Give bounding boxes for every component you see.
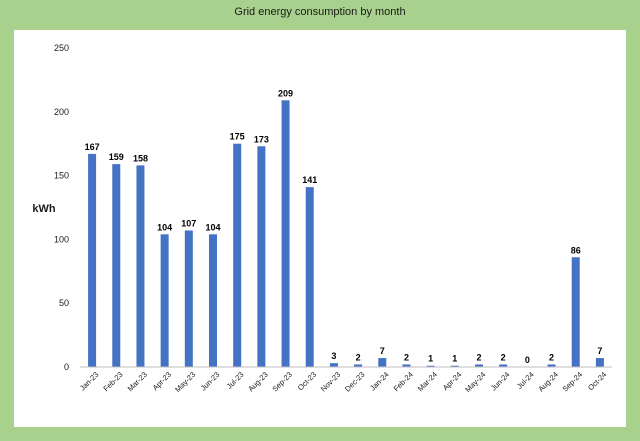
bars: [88, 100, 604, 367]
bar: [209, 234, 217, 367]
chart-title: Grid energy consumption by month: [234, 6, 405, 18]
y-axis-ticks: 0 50 100 150 200 250: [54, 43, 69, 372]
data-label: 141: [302, 175, 317, 185]
data-label: 7: [597, 346, 602, 356]
bar: [112, 164, 121, 367]
bar: [402, 364, 411, 367]
data-label: 1: [452, 354, 457, 364]
data-label: 159: [109, 152, 124, 162]
data-label: 173: [254, 134, 269, 144]
data-label: 104: [205, 222, 220, 232]
bar: [547, 364, 556, 367]
bar: [257, 146, 266, 367]
y-tick-label: 0: [64, 362, 69, 372]
bar: [281, 100, 290, 367]
data-label: 3: [331, 351, 336, 361]
data-labels: 167 159 158 104 107 104 175 173 209 141 3 2 7 2 1 1 2 2 0 2…: [85, 88, 603, 365]
data-label: 2: [404, 352, 409, 362]
data-label: 7: [380, 346, 385, 356]
bar: [475, 364, 483, 367]
data-label: 1: [428, 354, 433, 364]
bar: [595, 358, 604, 367]
data-label: 104: [157, 222, 172, 232]
data-label: 107: [181, 218, 196, 228]
data-label: 2: [356, 352, 361, 362]
bar: [305, 187, 314, 367]
bar: [571, 257, 580, 367]
y-tick-label: 200: [54, 107, 69, 117]
bar: [426, 365, 435, 367]
y-axis-label: kWh: [32, 203, 56, 215]
bar: [354, 364, 363, 367]
bar: [233, 143, 242, 367]
y-tick-label: 100: [54, 234, 69, 244]
data-label: 209: [278, 88, 293, 98]
bar: [160, 234, 169, 367]
bar: [499, 364, 508, 367]
bar: [450, 365, 459, 367]
data-label: 2: [476, 352, 481, 362]
y-tick-label: 150: [54, 171, 69, 181]
data-label: 158: [133, 153, 148, 163]
data-label: 2: [549, 352, 554, 362]
bar: [378, 358, 387, 367]
bar: [184, 230, 193, 367]
bar: [136, 165, 145, 367]
data-label: 86: [571, 245, 581, 255]
data-label: 0: [525, 355, 530, 365]
y-tick-label: 50: [59, 298, 69, 308]
data-label: 2: [501, 352, 506, 362]
data-label: 167: [85, 142, 100, 152]
bar: [329, 363, 338, 367]
data-label: 175: [230, 132, 245, 142]
y-tick-label: 250: [54, 43, 69, 53]
bar: [88, 153, 97, 367]
